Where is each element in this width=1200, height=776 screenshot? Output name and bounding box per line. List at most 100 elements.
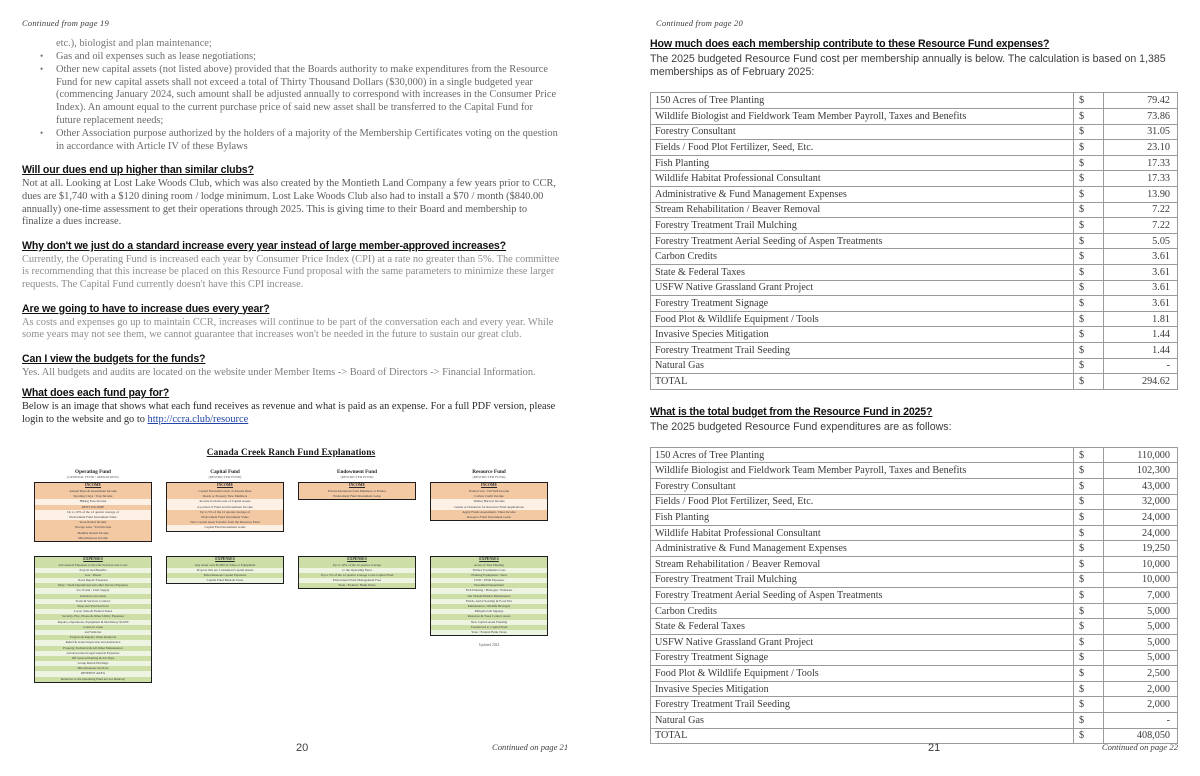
diagram-row: RENT INCOME (35, 504, 151, 510)
table-cell-value: 1.44 (1103, 341, 1178, 359)
table-row: Wildlife Habitat Professional Consultant… (650, 524, 1178, 542)
fund-subtitle: (GENERAL FUND / OPERATIONS) (67, 475, 119, 480)
table-cell-value: 5.05 (1103, 232, 1178, 250)
table-cell-currency: $ (1073, 509, 1104, 526)
expense-column-capital: EXPENSES Any Asset over $5,000 in Value … (166, 555, 284, 585)
fund-subtitle: (RESTRICTED FUND) (340, 475, 374, 480)
diagram-row: Transferred to Capital Fund (431, 624, 547, 630)
table-cell-currency: $ (1073, 618, 1104, 636)
diagram-row: Capital Fund Allocation of Annual Dues (167, 489, 283, 495)
table-cell-value: 1.81 (1103, 310, 1178, 328)
table-cell-value: 17.33 (1103, 170, 1178, 187)
expense-header: EXPENSES (299, 556, 415, 563)
table-cell-value: 5,000 (1103, 649, 1178, 667)
table-cell-value: 2,500 (1103, 665, 1178, 682)
table-cell-label: Forestry Treatment Signage (650, 649, 1074, 667)
diagram-row: State / Federal Bank Taxes (431, 629, 547, 636)
table-cell-currency: $ (1073, 263, 1104, 281)
diagram-footnote: Updated 2024 (478, 643, 500, 648)
diagram-row: Road Repair Expenses (35, 578, 151, 584)
diagram-row: Up to 10% of the 12 quarter average of (35, 509, 151, 515)
faq-body-text: Below is an image that shows what each f… (22, 401, 556, 425)
table-cell-currency: $ (1073, 540, 1104, 558)
expense-box: EXPENSES Any Asset over $5,000 in Value … (166, 555, 284, 585)
table-cell-label: Fields / Food Plot Fertilizer, Seed, Etc… (650, 139, 1074, 156)
list-item: Gas and oil expenses such as lease negot… (22, 50, 560, 64)
diagram-row: Reserves or the Operating Fund are not m… (35, 676, 151, 682)
table-cell-label: Forestry Treatment Trail Mulching (650, 571, 1074, 589)
table-cell-value: - (1103, 711, 1178, 729)
faq-heading: Can I view the budgets for the funds? (22, 352, 206, 365)
diagram-row: New Capital Asset Transfer from the Reso… (167, 520, 283, 526)
table-row: Administrative & Fund Management Expense… (650, 185, 1178, 203)
diagram-title: Canada Creek Ranch Fund Explanations (206, 448, 376, 459)
table-row: TOTAL $408,050 (650, 727, 1178, 745)
faq-heading: Will our dues end up higher than similar… (22, 164, 254, 177)
fund-name: Operating Fund (75, 469, 111, 476)
diagram-row: Duty / Team Operational and other Servic… (35, 583, 151, 589)
table-cell-label: Forestry Treatment Signage (650, 295, 1074, 312)
table-cell-value: 24,000 (1103, 509, 1178, 526)
faq-section-dues-higher: Will our dues end up higher than similar… (22, 164, 560, 228)
diagram-row: All General Expenses to Provide Services… (35, 562, 151, 568)
diagram-row: Storage Area / Yard Income (35, 525, 151, 531)
diagram-row: Shop and Yard Services (35, 604, 151, 610)
table-row: Forestry Treatment Signage $3.61 (650, 295, 1178, 312)
table-row: Food Plot & Wildlife Equipment / Tools $1… (650, 310, 1178, 328)
table-cell-currency: $ (1073, 92, 1104, 109)
fund-column-capital: Capital Fund (RESTRICTED FUND) INCOME Ca… (166, 469, 284, 541)
diagram-row: Endowment Fund Investment Value (35, 515, 151, 521)
table-cell-label: Invasive Species Mitigation (650, 680, 1074, 698)
table-cell-value: 3.61 (1103, 263, 1178, 281)
running-head-left: Continued from page 19 (22, 18, 109, 28)
table-cell-currency: $ (1073, 232, 1104, 250)
table-row: Fields / Food Plot Fertilizer, Seed, Etc… (650, 493, 1178, 511)
diagram-row: Capital Fund Bank & Taxes (167, 578, 283, 584)
diagram-row: Endowment Fund Investment Gains (299, 494, 415, 500)
table-row: Invasive Species Mitigation $2,000 (650, 680, 1178, 698)
diagram-row: Miscellaneous Income (35, 535, 151, 541)
diagram-row: Acres of Tree Planting (431, 562, 547, 568)
diagram-row: Roads or Property New Members (167, 494, 283, 500)
fund-name: Resource Fund (472, 469, 506, 476)
fund-expense-row: EXPENSES All General Expenses to Provide… (22, 555, 560, 683)
table-cell-label: USFW Native Grassland Grant Project (650, 279, 1074, 297)
fund-column-endowment: Endowment Fund (RESTRICTED FUND) INCOME … (298, 469, 416, 541)
table-row: Forestry Treatment Trail Seeding $1.44 (650, 341, 1178, 359)
table-cell-currency: $ (1073, 634, 1104, 651)
diagram-row: Natural Gas / Oil Well Income (431, 489, 547, 495)
diagram-row: Capital Fund Investment Gains (167, 525, 283, 531)
table-row: USFW Native Grassland Grant Project $5,00… (650, 634, 1178, 651)
table-row: 150 Acres of Tree Planting $79.42 (650, 92, 1178, 109)
resource-link[interactable]: http://ccra.club/resource (147, 413, 249, 425)
diagram-row: Group Rental Holdings (35, 661, 151, 667)
income-header: INCOME (167, 483, 283, 490)
table-cell-value: 3.61 (1103, 279, 1178, 297)
table-cell-currency: $ (1073, 357, 1104, 375)
table-cell-currency: $ (1073, 295, 1104, 312)
table-cell-value: 408,050 (1103, 727, 1178, 745)
faq-heading: Are we going to have to increase dues ev… (22, 302, 270, 315)
table-cell-currency: $ (1073, 326, 1104, 343)
table-cell-label: Stream Rehabilitation / Beaver Removal (650, 201, 1074, 219)
table-cell-label: 150 Acres of Tree Planting (650, 446, 1074, 464)
lead-fragment: etc.), biologist and plan maintenance; (56, 38, 212, 49)
diagram-row: Private Donations from Members or Estate… (299, 489, 415, 495)
faq-body: Not at all. Looking at Lost Lake Woods C… (22, 178, 556, 228)
table-cell-label: Forestry Consultant (650, 123, 1074, 141)
diagram-row: Maintenance, Wildlife Biologist (431, 604, 547, 610)
section-intro-total-budget: The 2025 budgeted Resource Fund expendit… (650, 420, 952, 433)
diagram-row: Off Season Planting & All Trips (35, 655, 151, 662)
diagram-row: Local, State & Federal Taxes (35, 609, 151, 615)
table-row: Forestry Treatment Trail Mulching $10,000 (650, 571, 1178, 589)
total-budget-table: 150 Acres of Tree Planting $110,000 Wildli… (650, 446, 1178, 745)
table-row: Stream Rehabilitation / Beaver Removal $7… (650, 201, 1178, 219)
table-cell-currency: $ (1073, 665, 1104, 682)
diagram-row: Any Asset over $5,000 in Value or Equipm… (167, 562, 283, 568)
diagram-row: Mitigation & Signage (431, 609, 547, 615)
diagram-row: New Capital Asset Funding (431, 619, 547, 625)
table-cell-value: 102,300 (1103, 462, 1178, 480)
table-cell-currency: $ (1073, 587, 1104, 604)
table-cell-currency: $ (1073, 279, 1104, 297)
